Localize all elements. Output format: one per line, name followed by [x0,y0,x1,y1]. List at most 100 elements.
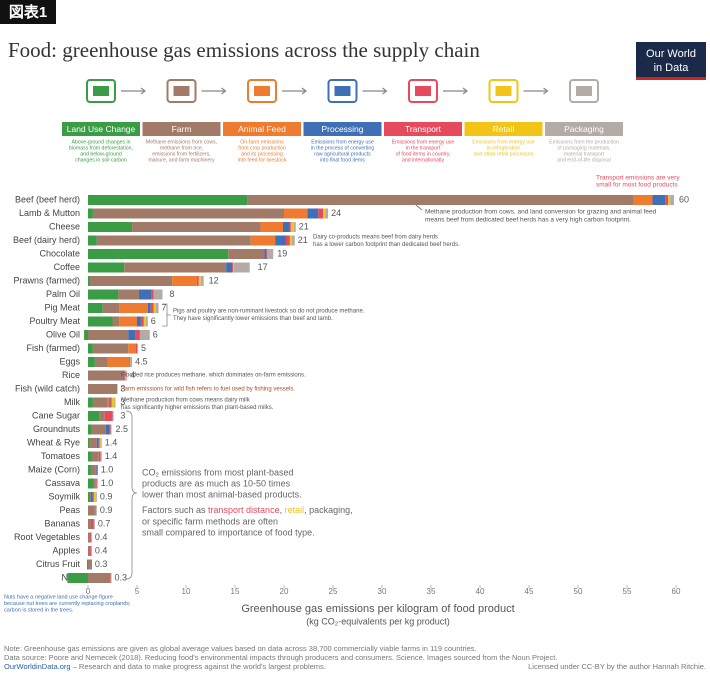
bar-segment [143,316,146,327]
bar-segment [88,519,91,529]
stage-icon [334,86,351,96]
y-tick-label: Cheese [49,221,80,231]
bar-segment [88,532,90,543]
bar-segment [88,465,91,475]
bar-segment [88,195,248,205]
stage-icon [495,86,512,96]
bar-segment [234,262,250,273]
stage-icon [569,79,599,103]
bar-segment [266,249,268,259]
x-tick-label: 50 [574,587,583,596]
stage-description: Emissions from the production [549,139,619,145]
stage-icon [254,86,270,96]
annotation: has significantly higher emissions than … [121,405,274,411]
bar-segment [107,357,130,367]
y-tick-label: Olive Oil [46,329,80,339]
value-label: 1.4 [105,437,118,447]
bar-segment [99,411,105,421]
bar-segment [88,397,93,408]
bar-segment [267,249,274,259]
annotation: Pigs and poultry are non-ruminant livest… [173,309,365,315]
value-label: 6 [153,329,158,339]
bar-segment [118,289,139,300]
bar-segment [93,478,96,489]
stage-description: Above-ground changes in [71,139,130,145]
bar-segment [124,370,126,381]
value-label: 3 [120,410,125,420]
stage-icon [415,86,431,96]
stage-description: manure, and farm machinery [148,157,215,163]
chart-title: Food: greenhouse gas emissions across th… [8,38,480,62]
stage-arrow [523,87,549,95]
bar-segment [139,330,150,340]
annotation-part: transport distance [208,505,280,515]
x-tick-label: 45 [525,587,534,596]
bracket [162,303,171,327]
bar-segment [129,357,131,367]
bar-segment [88,505,95,516]
x-tick-label: 40 [476,587,485,596]
y-tick-label: Bananas [44,518,80,528]
y-tick-label: Citrus Fruit [36,559,81,569]
y-tick-label: Peas [59,505,80,515]
bar-segment [90,492,93,502]
x-tick-label: 60 [672,587,681,596]
bar-segment [88,357,95,367]
value-label: 2.5 [116,424,129,434]
value-label: 8 [169,289,174,299]
stage-icon [576,86,592,96]
bar-segment [135,330,140,340]
bar-segment [226,262,233,273]
legend-box [303,122,382,136]
y-tick-label: Palm Oil [46,289,80,299]
x-axis-title: Greenhouse gas emissions per kilogram of… [241,603,514,615]
bar-segment [128,330,136,340]
value-label: 4 [130,370,135,380]
stage-description: and internationally [402,157,445,163]
stage-description: into feed for livestock [238,157,287,163]
stage-description: from crop production [238,145,286,151]
y-tick-label: Poultry Meat [29,316,80,326]
annotation-part: Factors such as [142,505,208,515]
logo-text: Our World [646,48,696,60]
y-tick-label: Eggs [59,356,80,366]
annotation-part: retail [285,505,305,515]
legend-label: Transport [405,124,442,134]
bar-segment [100,438,102,448]
stage-description: raw agricultural products [314,151,371,157]
bar-segment [90,559,92,570]
bar-segment [88,370,124,381]
bar-segment [91,424,106,435]
stage-description: emissions from fertilizers, [152,151,211,157]
bar-segment [123,370,125,381]
annotation: Dairy co-products means beef from dairy … [313,235,438,241]
stage-description: and end-of-life disposal [557,157,611,163]
bar-segment [89,546,91,556]
stage-description: in the process of converting [311,145,375,151]
badge: 図表1 [9,3,47,21]
value-label: 0.4 [95,532,108,542]
legend-label: Animal Feed [238,124,286,134]
y-tick-label: Fish (wild catch) [15,383,80,393]
stage-description: Emissions from energy use [311,139,374,145]
bar-segment [232,262,234,273]
bar-segment [96,478,98,489]
bar-segment [130,357,133,367]
legend-box [223,122,301,136]
annotation-part: , packaging, [304,505,353,515]
y-tick-label: Maize (Corn) [28,464,80,474]
annotation: because nut trees are currently replacin… [4,601,131,607]
value-label: 0.7 [98,518,111,528]
bar-segment [137,316,141,327]
bar-segment [140,316,144,327]
bar-segment [84,330,88,340]
bar-segment [88,559,91,570]
value-label: 1.4 [105,451,118,461]
bar-segment [88,438,89,448]
bar-segment [196,276,199,286]
legend-box [62,122,140,136]
bar-segment [114,397,116,408]
bar-segment [132,222,261,232]
bar-segment [111,397,115,408]
